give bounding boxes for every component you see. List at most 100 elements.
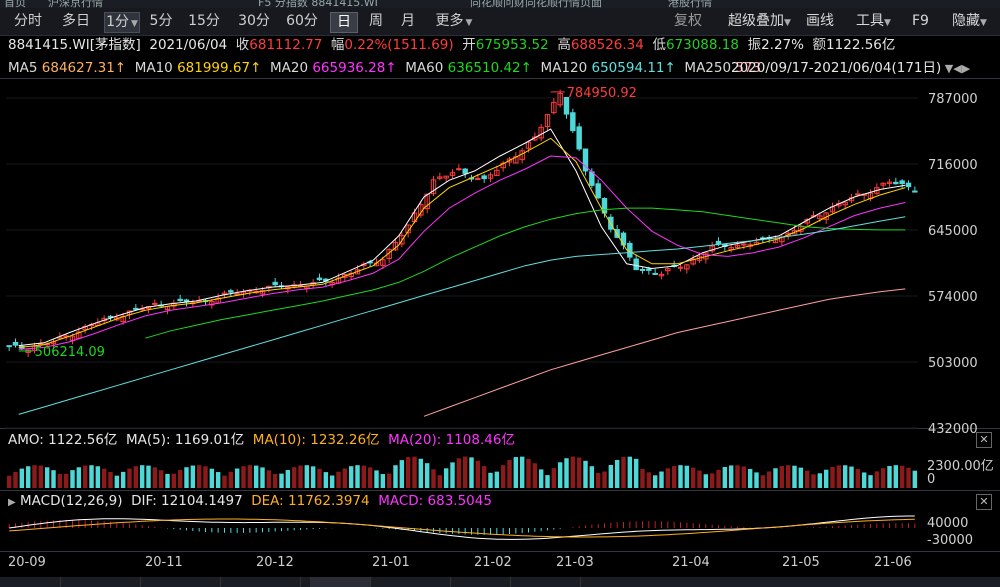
candle-body	[177, 298, 183, 302]
candle-body	[620, 232, 627, 246]
candle-body	[576, 126, 582, 150]
bottom-tab[interactable]	[520, 577, 581, 587]
yaxis-tick: 503000	[928, 356, 978, 371]
macd-dea: DEA: 11762.3974	[251, 493, 370, 509]
open-value: 675953.52	[475, 37, 549, 53]
volume-bar	[95, 466, 101, 488]
bottom-tab[interactable]	[160, 577, 221, 587]
adjust-button[interactable]: 复权	[674, 12, 702, 31]
chevron-down-icon: ▼	[980, 18, 987, 28]
period-month[interactable]: 月	[401, 13, 415, 29]
volume-bar	[722, 467, 728, 488]
bottom-tab[interactable]	[240, 577, 301, 587]
ma10-value: 681999.67↑	[177, 60, 262, 76]
window-tab-hk[interactable]: 港股行情	[668, 0, 712, 8]
volume-bar	[912, 470, 918, 488]
draw-line-button[interactable]: 画线	[806, 13, 834, 29]
window-tab-wencai[interactable]: 同花顺问财同花顺行情页面	[470, 0, 602, 8]
f9-button[interactable]: F9	[912, 13, 929, 29]
candle-body	[272, 281, 278, 286]
period-timeshare[interactable]: 分时	[14, 13, 42, 29]
volume-bar	[690, 467, 696, 488]
period-30min[interactable]: 30分	[238, 13, 270, 29]
volume-bar	[450, 462, 455, 488]
macd-ytop-label: 40000	[927, 516, 969, 531]
volume-bar	[25, 466, 31, 488]
amo-ybottom-label: 0	[927, 472, 936, 487]
volume-bar	[51, 470, 56, 488]
volume-bar	[70, 470, 75, 488]
candle-body	[734, 244, 741, 249]
period-week[interactable]: 周	[369, 13, 383, 29]
volume-bar	[608, 465, 614, 488]
volume-bar	[481, 466, 487, 488]
close-amo-icon[interactable]: ✕	[976, 432, 992, 448]
window-tab-home[interactable]: 首页	[4, 0, 26, 8]
bottom-tab[interactable]	[80, 577, 141, 587]
period-5min[interactable]: 5分	[149, 13, 173, 29]
volume-bar	[842, 465, 848, 488]
volume-bar	[874, 471, 880, 488]
window-tab-market[interactable]: 沪深京行情	[48, 0, 103, 8]
triangle-right-icon[interactable]: ▶	[961, 62, 971, 75]
volume-bar	[101, 468, 107, 488]
volume-bar	[678, 465, 683, 488]
volume-bar	[76, 467, 82, 488]
volume-bar	[697, 470, 702, 488]
overlay-button[interactable]: 超级叠加▼	[728, 12, 791, 31]
volume-bar	[317, 468, 322, 488]
macd-dea-line	[9, 518, 915, 538]
volume-bar	[203, 466, 208, 488]
yaxis-tick: 432000	[928, 422, 978, 437]
hide-button[interactable]: 隐藏▼	[952, 12, 987, 31]
period-more[interactable]: 更多 ▼	[428, 12, 480, 31]
volume-bar	[171, 473, 177, 488]
overlay-label: 超级叠加	[728, 13, 784, 29]
amo-ma10: MA(10): 1232.26亿	[252, 432, 380, 448]
candle-body	[462, 168, 468, 174]
xaxis-tick: 20-09	[8, 555, 46, 570]
candle-body	[456, 168, 462, 171]
ma-line-ma20	[18, 155, 906, 350]
period-multiday[interactable]: 多日	[62, 13, 90, 29]
volume-bar	[241, 466, 246, 488]
macd-settings-icon[interactable]: ▶	[8, 497, 16, 508]
macd-info-line: ▶ MACD(12,26,9) DIF: 12104.1497 DEA: 117…	[8, 492, 492, 510]
bottom-tab[interactable]	[0, 577, 61, 587]
volume-bar	[228, 471, 234, 488]
bottom-tab[interactable]	[310, 577, 371, 587]
volume-bar	[462, 456, 468, 488]
annotation-high: 784950.92	[567, 86, 637, 101]
volume-bar	[247, 465, 253, 488]
ma-line-ma120	[18, 216, 906, 415]
close-macd-icon[interactable]: ✕	[976, 494, 992, 510]
bottom-tab[interactable]	[450, 577, 511, 587]
volume-bar	[671, 466, 677, 488]
period-60min[interactable]: 60分	[286, 13, 318, 29]
candle-body	[595, 183, 601, 199]
period-day[interactable]: 日	[330, 12, 358, 33]
volume-bar	[63, 473, 69, 488]
bottom-tab[interactable]	[390, 577, 451, 587]
period-1min[interactable]: 1分 ▼	[104, 12, 140, 33]
candle-body	[886, 181, 893, 184]
tools-button[interactable]: 工具▼	[856, 12, 891, 31]
window-tab-index[interactable]: F5 分指数 8841415.WI	[258, 0, 378, 8]
triangle-left-icon[interactable]: ◀	[953, 62, 962, 75]
volume-bar	[887, 466, 892, 488]
volume-bar	[222, 475, 227, 488]
candle-body	[715, 240, 722, 245]
date-range-selector[interactable]: 2020/09/17-2021/06/04(171日) ▼◀▶	[731, 59, 970, 77]
amo-ma5: MA(5): 1169.01亿	[126, 432, 245, 448]
volume-bar	[741, 466, 747, 488]
period-15min[interactable]: 15分	[188, 13, 220, 29]
xaxis-top-border	[0, 551, 1000, 552]
candle-body	[874, 187, 880, 194]
volume-bar	[583, 460, 588, 488]
candle-body	[582, 148, 589, 172]
volume-bar	[190, 465, 196, 488]
close-label: 收	[235, 37, 250, 53]
candle-body	[677, 266, 684, 269]
volume-bar	[127, 468, 132, 488]
